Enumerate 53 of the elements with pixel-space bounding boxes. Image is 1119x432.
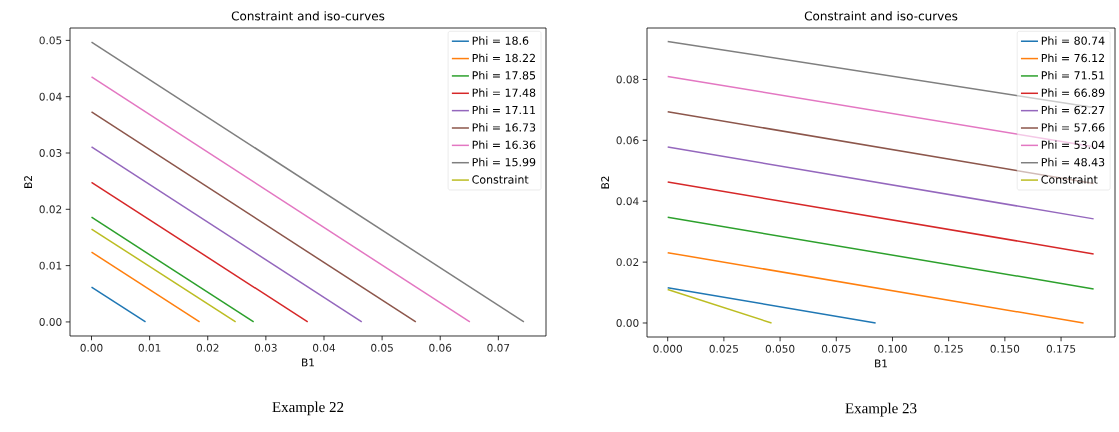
x-tick-label: 0.175	[1046, 344, 1076, 353]
y-tick-label: 0.08	[616, 75, 639, 84]
legend-label: Phi = 16.36	[472, 140, 536, 149]
legend-label: Phi = 17.48	[472, 88, 536, 97]
y-tick-label: 0.00	[39, 317, 62, 326]
x-axis-title: B1	[302, 358, 314, 367]
x-tick-label: 0.02	[196, 343, 219, 352]
legend-label: Phi = 17.85	[472, 71, 536, 80]
chart-title: Constraint and iso-curves	[804, 11, 958, 21]
x-tick-label: 0.00	[80, 343, 103, 352]
legend-label: Phi = 15.99	[472, 157, 536, 167]
legend-label: Constraint	[472, 175, 529, 184]
legend-label: Phi = 62.27	[1041, 105, 1105, 115]
y-tick-label: 0.05	[39, 36, 62, 45]
legend-label: Phi = 53.04	[1041, 140, 1105, 149]
legend-label: Phi = 18.22	[472, 53, 535, 63]
text: Example 22	[272, 401, 344, 416]
legend-label: Phi = 76.12	[1041, 53, 1105, 63]
x-tick-label: 0.100	[878, 344, 907, 353]
x-tick-label: 0.04	[312, 343, 336, 352]
x-tick-label: 0.050	[765, 344, 795, 353]
y-tick-label: 0.04	[39, 92, 62, 101]
legend-label: Phi = 16.73	[472, 123, 536, 132]
legend-label: Phi = 71.51	[1041, 71, 1105, 80]
legend-label: Phi = 17.11	[472, 105, 536, 115]
x-axis-title: B1	[875, 359, 887, 368]
text: Example 23	[845, 402, 917, 417]
y-axis-title: B2	[24, 176, 32, 188]
legend-label: Phi = 66.89	[1041, 88, 1105, 97]
legend-label: Phi = 80.74	[1041, 36, 1105, 45]
x-tick-label: 0.125	[934, 344, 963, 353]
y-tick-label: 0.03	[39, 149, 62, 157]
legend-label: Phi = 18.6	[472, 36, 529, 45]
x-tick-label: 0.03	[254, 343, 277, 352]
x-tick-label: 0.025	[709, 344, 738, 353]
x-tick-label: 0.05	[371, 343, 393, 352]
legend-label: Phi = 48.43	[1041, 157, 1105, 167]
x-tick-label: 0.07	[487, 343, 510, 352]
y-tick-label: 0.06	[616, 136, 639, 145]
legend-label: Phi = 57.66	[1041, 123, 1105, 132]
y-tick-label: 0.02	[39, 205, 62, 214]
y-tick-label: 0.02	[616, 258, 639, 267]
x-tick-label: 0.075	[821, 344, 851, 353]
legend-label: Constraint	[1041, 175, 1098, 184]
x-tick-label: 0.06	[429, 343, 452, 352]
y-tick-label: 0.01	[39, 261, 62, 270]
y-axis-title: B2	[601, 176, 609, 189]
chart-title: Constraint and iso-curves	[231, 11, 385, 21]
x-tick-label: 0.000	[653, 344, 683, 353]
y-tick-label: 0.00	[616, 319, 639, 327]
y-tick-label: 0.04	[616, 197, 639, 206]
x-tick-label: 0.150	[990, 344, 1020, 353]
x-tick-label: 0.01	[138, 343, 161, 352]
